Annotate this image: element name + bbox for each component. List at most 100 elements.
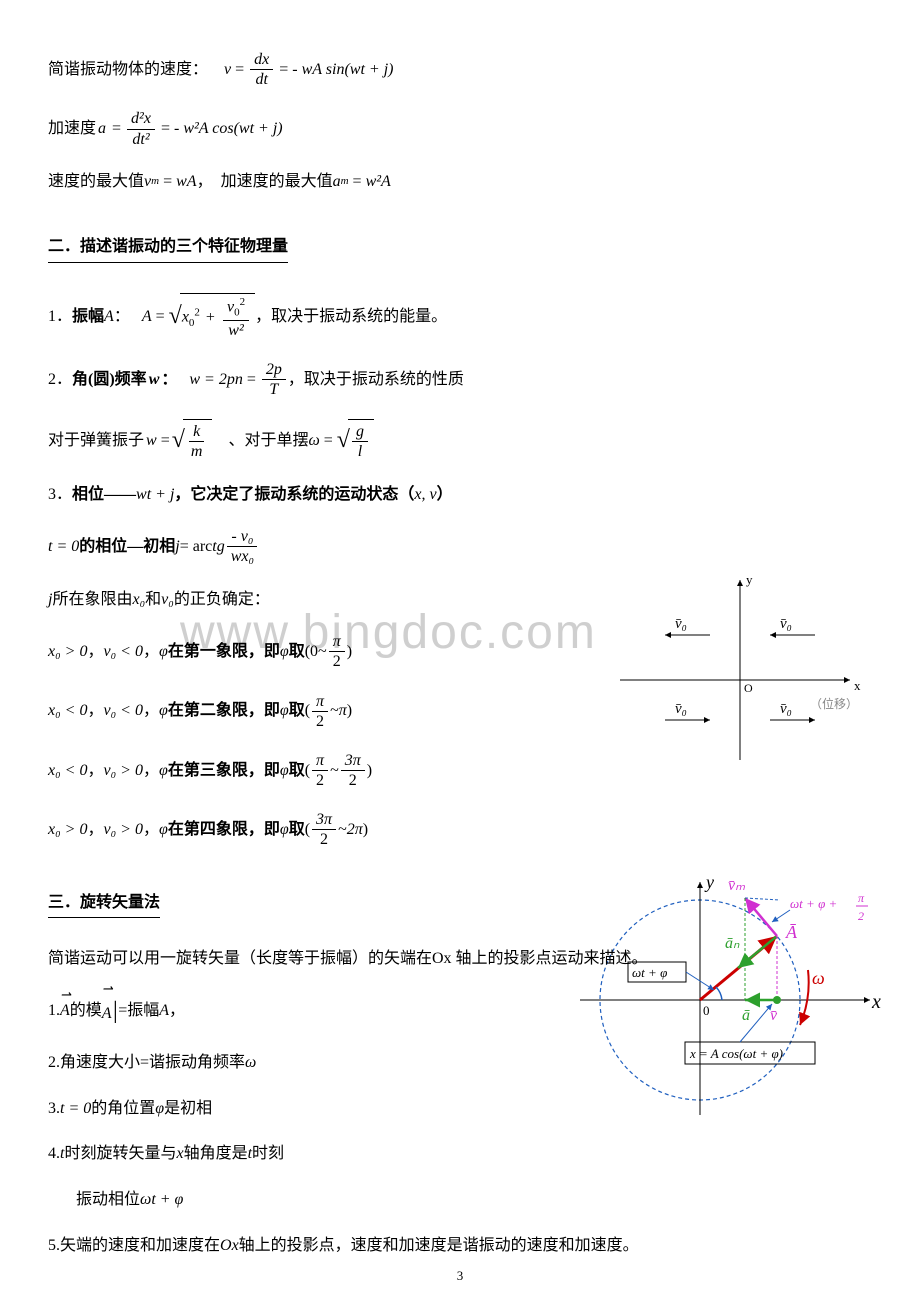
sec3-item-4: 4. t 时刻旋转矢量与 x 轴角度是 t 时刻 [48,1141,872,1167]
s3i4-v2: x [176,1141,183,1167]
spring-w: w [146,428,157,454]
sec3-item-4b: 振动相位 ωt + φ [48,1187,872,1213]
q2-an: π [312,692,328,712]
am-var: a [333,169,341,195]
l-den: l [354,442,366,461]
s3i5-n: 5. [48,1233,60,1259]
sec3-item-2: 2. 角速度大小=谐振动角频率 ω [48,1050,872,1076]
item2-tail: ，取决于振动系统的性质 [288,367,464,393]
dt: dt [251,70,271,89]
s3i2-n: 2. [48,1050,60,1076]
s3i3-v: φ [155,1096,164,1122]
s3i4b-t: 振动相位 [76,1187,140,1213]
sec3-intro-text: 简谐运动可以用一旋转矢量（长度等于振幅）的矢端在Ox 轴上的投影点运动来描述。 [48,946,648,972]
q1-phi: φ [159,639,168,665]
velocity-prefix: 简谐振动物体的速度： [48,57,208,83]
q4-an: 3π [312,810,336,830]
q4-phi: φ [159,817,168,843]
q3-x: x₀ < 0 [48,758,87,784]
a-var: a [98,116,106,142]
q1-bd: 2 [329,652,345,671]
initial-phase: t = 0 的相位—初相 j = arc tg - v₀ wx₀ [48,527,872,566]
k-num: k [189,422,204,442]
quadrant-4: x₀ > 0， v₀ > 0， φ 在第四象限，即 φ 取 ( 3π2 ~ 2π… [48,810,872,849]
amax-text: ， 加速度的最大值 [197,169,333,195]
rd-x: x [871,991,881,1013]
s3i1-a2: A [159,998,169,1024]
q2-ad: 2 [312,712,328,731]
q3-bold: 在第三象限，即 [168,758,280,784]
amax-val: w²A [366,169,391,195]
omega-var: ω [308,428,319,454]
g-num: g [352,422,368,442]
q3-phi2: φ [280,758,289,784]
s3i5-t2: 轴上的投影点，速度和加速度是谐振动的速度和加速度。 [239,1233,639,1259]
s3i2-v: ω [245,1050,256,1076]
s3i2-t: 角速度大小=谐振动角频率 [60,1050,245,1076]
spring-pendulum: 对于弹簧振子 w = √km 、对于单摆 ω = √gl [48,419,872,461]
q1-bold2: 取 [289,639,305,665]
item3-expr: wt + j [136,482,174,508]
velocity-rhs: wA sin(wt + j) [302,57,394,83]
vmax-val: wA [176,169,196,195]
qi-and: 和 [145,587,161,613]
item2-eq1: w = 2pn [189,367,242,393]
qi-tail: 的正负确定： [174,587,270,613]
page-number: 3 [457,1266,464,1287]
s3i3-t2: 是初相 [164,1096,212,1122]
s3i1-t1: 的模 [70,998,102,1024]
d2x: d²x [127,109,155,129]
v0n: v [227,298,234,315]
phase-item: 3． 相位—— wt + j ，它决定了振动系统的运动状态（ x, v ） [48,482,872,508]
m-den: m [187,442,207,461]
quadrant-2: x₀ < 0， v₀ < 0， φ 在第二象限，即 φ 取 ( π2 ~ π ) [48,692,872,731]
s3i1-abs: A [102,992,118,1030]
s3i1-a: A [60,998,70,1024]
q2-bold2: 取 [289,698,305,724]
item1-var: A [104,304,114,330]
q3-v: v₀ > 0 [103,758,142,784]
quadrant-1: x₀ > 0， v₀ < 0， φ 在第一象限，即 φ 取 (0 ~ π2 ) [48,632,872,671]
sec3-item-3: 3. t = 0 的角位置 φ 是初相 [48,1096,872,1122]
q4-v: v₀ > 0 [103,817,142,843]
q1-bn: π [329,632,345,652]
accel-equation: 加速度 a = d²x dt² = - w²A cos(wt + j) [48,109,872,148]
quadrant-intro: j 所在象限由 x₀ 和 v₀ 的正负确定： [48,587,872,613]
vm-sub: m [151,173,159,191]
s3i1-n: 1. [48,998,60,1024]
s3i4-t: 时刻旋转矢量与 [64,1141,176,1167]
accel-prefix: 加速度 [48,116,96,142]
dx: dx [250,50,273,70]
s3i4-t2: 轴角度是 [184,1141,248,1167]
quadrant-3: x₀ < 0， v₀ > 0， φ 在第三象限，即 φ 取 ( π2 ~ 3π2… [48,751,872,790]
vmax-text: 速度的最大值 [48,169,144,195]
q3-ad: 2 [312,771,328,790]
s3i5-v: Ox [220,1233,239,1259]
s3i4-n: 4. [48,1141,60,1167]
q2-bold: 在第二象限，即 [168,698,280,724]
tg: tg [212,534,224,560]
item1-label: 1． [48,304,72,330]
spring-text: 对于弹簧振子 [48,428,144,454]
pendulum-text: 、对于单摆 [212,428,308,454]
q3-bd: 2 [345,771,361,790]
q1-a: 0 [310,639,318,665]
sec3-intro: 简谐运动可以用一旋转矢量（长度等于振幅）的矢端在Ox 轴上的投影点运动来描述。 [48,946,872,972]
q4-bold: 在第四象限，即 [168,817,280,843]
item2-colon: ： [161,367,177,393]
s3i5-t: 矢端的速度和加速度在 [60,1233,220,1259]
x0-sup: 2 [194,306,200,318]
v0ns: 0 [234,306,240,318]
q1-x: x₀ > 0 [48,639,87,665]
s3i4-t3: 时刻 [252,1141,284,1167]
item2-var: w [149,367,160,393]
2p-num: 2p [262,360,286,380]
q4-bold2: 取 [289,817,305,843]
v0np: 2 [240,296,246,308]
item3-vars: x, v [414,482,436,508]
velocity-equation: 简谐振动物体的速度： v = dx dt = - wA sin(wt + j) [48,50,872,89]
s3i4b-e: ωt + φ [140,1187,183,1213]
item1-colon: ： [114,304,130,330]
dt2: dt² [128,130,153,149]
q3-an: π [312,751,328,771]
